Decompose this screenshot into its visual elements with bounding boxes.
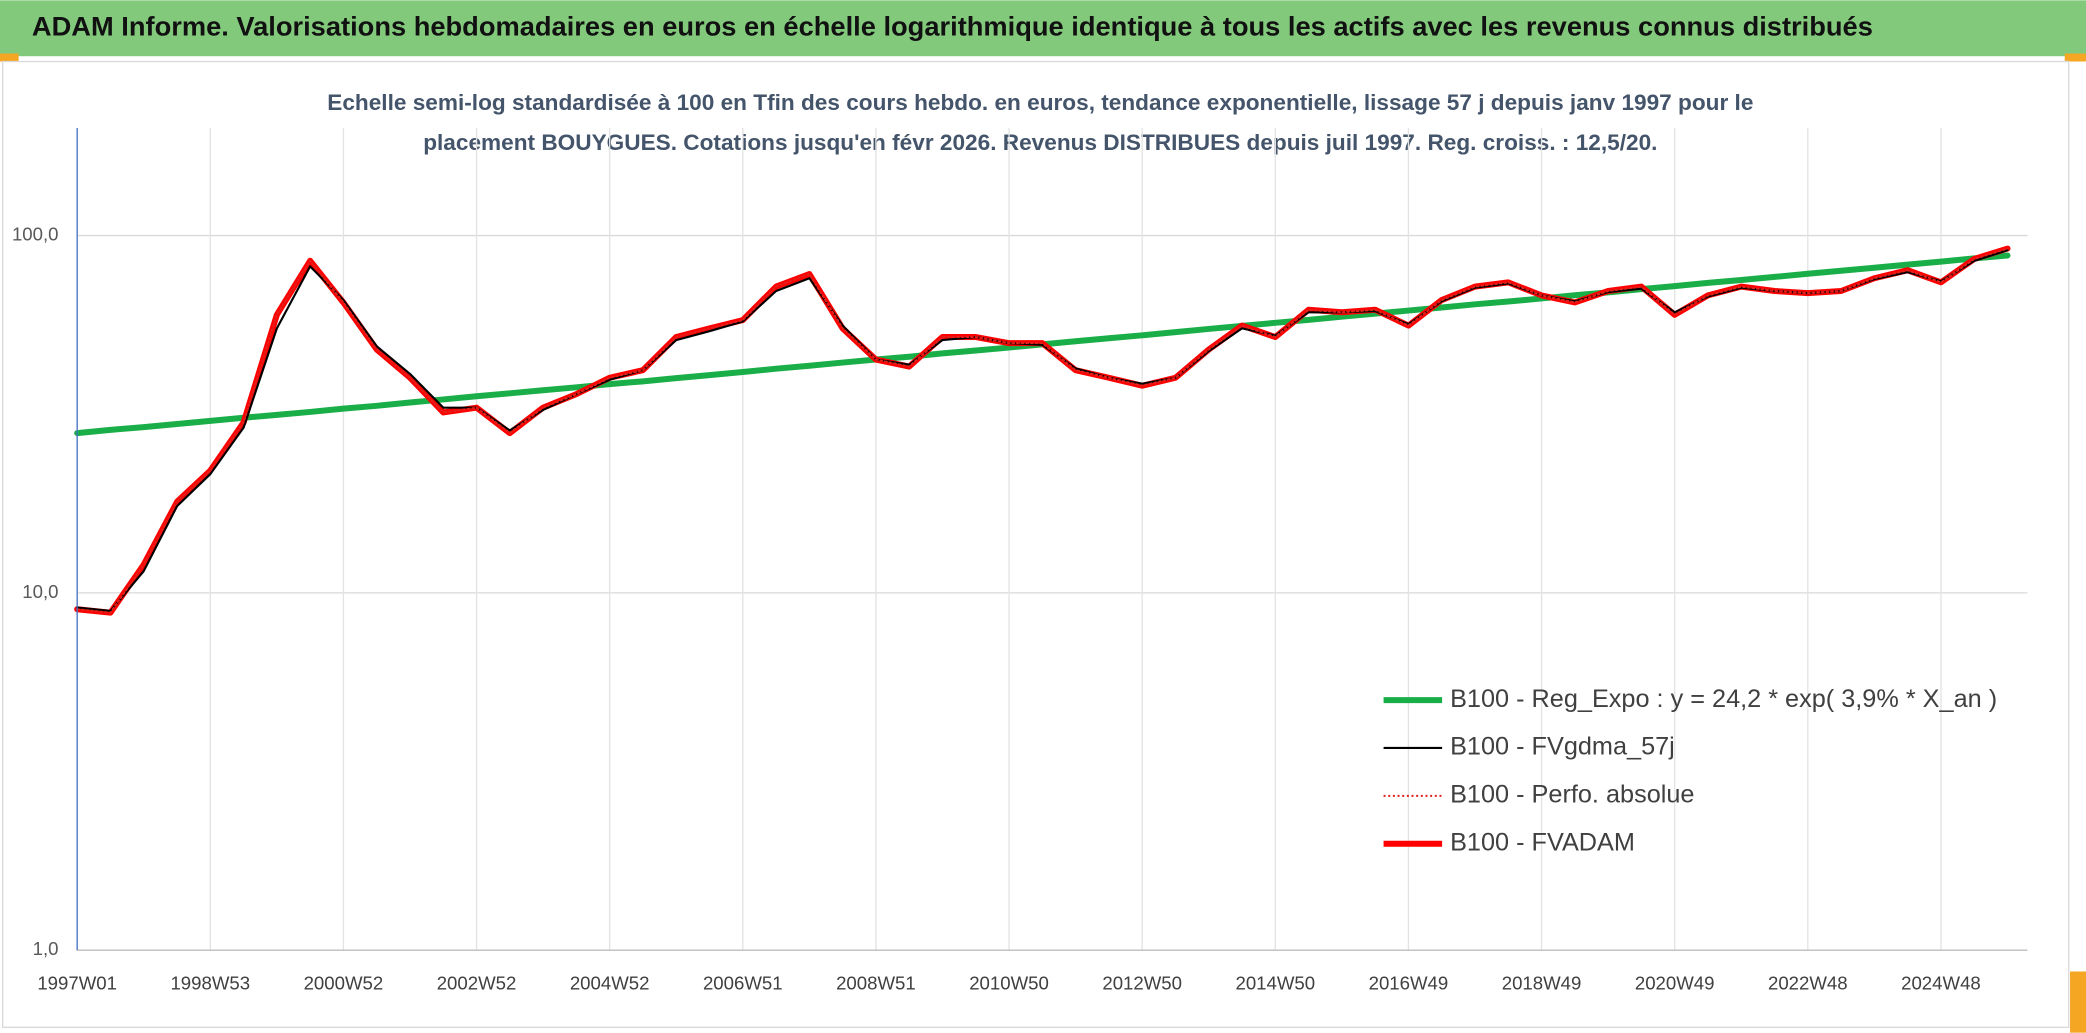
series-line <box>76 249 2009 613</box>
axes: 1,0 10,0 100,0 1997W01 1998W53 2000W52 2002W52… <box>12 128 2028 994</box>
legend-label: B100 - FVADAM <box>1450 828 1635 856</box>
corner <box>2064 53 2086 62</box>
x-tick-label: 2018W49 <box>1502 973 1582 994</box>
x-tick-label: 2010W50 <box>969 973 1049 994</box>
x-tick-label: 2002W52 <box>437 973 517 994</box>
legend-label: B100 - Reg_Expo : y = 24,2 * exp( 3,9% *… <box>1450 685 1997 713</box>
legend: B100 - Reg_Expo : y = 24,2 * exp( 3,9% *… <box>1383 685 1997 856</box>
y-tick-label: 10,0 <box>22 581 58 602</box>
legend-label: B100 - FVgdma_57j <box>1450 733 1675 761</box>
corner <box>0 53 19 62</box>
x-tick-label: 1998W53 <box>170 973 250 994</box>
corner <box>2070 971 2086 1033</box>
x-tick-label: 2004W52 <box>570 973 650 994</box>
x-tick-label: 2020W49 <box>1635 973 1715 994</box>
x-tick-label: 2022W48 <box>1768 973 1848 994</box>
series-line <box>76 247 2009 614</box>
chart-title: ADAM Informe. Valorisations hebdomadaire… <box>32 10 1873 41</box>
y-tick-label: 1,0 <box>33 938 59 959</box>
frame <box>1 60 2070 1029</box>
x-tick-label: 2008W51 <box>836 973 916 994</box>
x-tick-label: 2006W51 <box>703 973 783 994</box>
title-banner <box>0 0 2086 57</box>
x-tick-label: 1997W01 <box>37 973 117 994</box>
y-tick-label: 100,0 <box>12 224 59 245</box>
x-tick-label: 2024W48 <box>1901 973 1981 994</box>
x-tick-label: 2012W50 <box>1102 973 1182 994</box>
x-tick-label: 2000W52 <box>304 973 384 994</box>
lines <box>74 245 2011 616</box>
chart-subtitle: placement BOUYGUES. Cotations jusqu'en f… <box>423 130 1657 155</box>
chart-subtitle: Echelle semi-log standardisée à 100 en T… <box>327 90 1753 115</box>
legend-label: B100 - Perfo. absolue <box>1450 781 1694 809</box>
x-tick-label: 2014W50 <box>1235 973 1315 994</box>
x-tick-label: 2016W49 <box>1369 973 1449 994</box>
